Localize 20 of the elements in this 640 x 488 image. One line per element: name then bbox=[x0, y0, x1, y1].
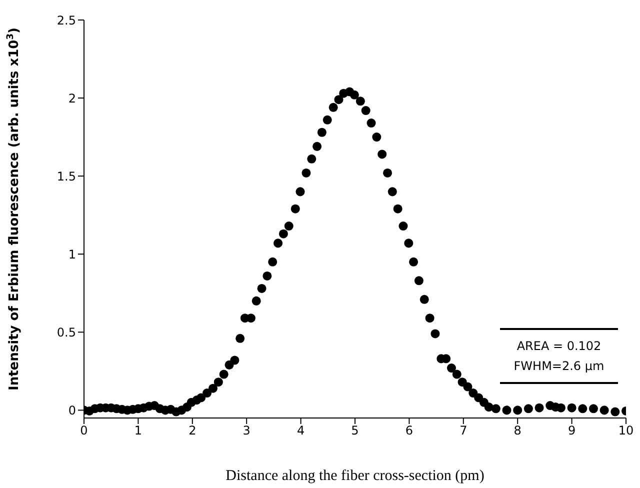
x-tick-label: 8 bbox=[514, 424, 522, 438]
x-tick-label: 10 bbox=[618, 424, 634, 438]
annotation: AREA = 0.102 bbox=[516, 338, 602, 355]
y-tick-label: 2 bbox=[68, 91, 76, 106]
x-tick-label: 9 bbox=[568, 424, 576, 438]
x-tick-label: 0 bbox=[80, 424, 88, 438]
x-tick-label: 6 bbox=[405, 424, 414, 438]
y-tick-label: 0 bbox=[68, 403, 76, 418]
x-tick-label: 4 bbox=[296, 424, 305, 438]
x-axis-title: Distance along the fiber cross-section (pm) bbox=[226, 468, 484, 484]
annotation: FWHM=2.6 µm bbox=[512, 358, 606, 375]
y-tick-label: 1 bbox=[68, 247, 76, 262]
y-tick-label: 0.5 bbox=[56, 325, 76, 340]
y-tick-label: 1.5 bbox=[56, 169, 76, 184]
y-tick-label: 2.5 bbox=[56, 13, 76, 28]
x-tick-label: 3 bbox=[242, 424, 250, 438]
x-tick-label: 1 bbox=[134, 424, 142, 438]
x-tick-label: 2 bbox=[188, 424, 196, 438]
x-tick-label: 5 bbox=[351, 424, 359, 438]
x-tick-label: 7 bbox=[460, 424, 468, 438]
